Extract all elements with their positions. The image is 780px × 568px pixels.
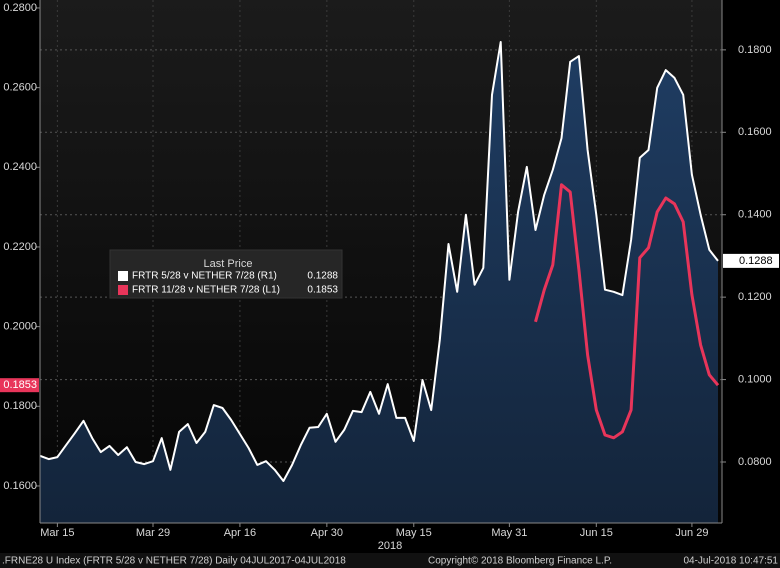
x-tick-label: May 15 (396, 527, 432, 539)
y2-tick-label: 0.1600 (738, 126, 772, 138)
last-value-label: 0.1853 (3, 379, 37, 391)
legend-label: FRTR 11/28 v NETHER 7/28 (L1) (132, 285, 280, 296)
x-axis-label: 2018 (378, 540, 402, 552)
y2-tick-label: 0.0800 (738, 456, 772, 468)
legend-value: 0.1288 (307, 271, 338, 282)
legend-swatch (118, 271, 128, 281)
x-tick-label: Jun 15 (580, 527, 613, 539)
x-tick-label: Mar 15 (40, 527, 74, 539)
y2-tick-label: 0.1800 (738, 44, 772, 56)
x-tick-label: Mar 29 (136, 527, 170, 539)
x-tick-label: Apr 16 (224, 527, 256, 539)
last-value-label: 0.1288 (739, 255, 773, 267)
y-tick-label: 0.1800 (3, 400, 37, 412)
y2-tick-label: 0.1400 (738, 209, 772, 221)
last-value-box (723, 253, 779, 268)
y2-tick-label: 0.1000 (738, 373, 772, 385)
y-tick-label: 0.2800 (3, 2, 37, 14)
line (534, 183, 720, 440)
area (40, 42, 718, 523)
y-tick-label: 0.1600 (3, 480, 37, 492)
x-tick-label: Jun 29 (675, 527, 708, 539)
y-tick-label: 0.2400 (3, 161, 37, 173)
legend-label: FRTR 5/28 v NETHER 7/28 (R1) (132, 271, 277, 282)
legend-title: Last Price (204, 258, 253, 270)
legend-swatch (118, 285, 128, 295)
footer-left: .FRNE28 U Index (FRTR 5/28 v NETHER 7/28… (2, 556, 346, 567)
footer-center: Copyright© 2018 Bloomberg Finance L.P. (428, 556, 612, 567)
x-tick-label: May 31 (491, 527, 527, 539)
legend-value: 0.1853 (307, 285, 338, 296)
y-tick-label: 0.2200 (3, 241, 37, 253)
x-tick-label: Apr 30 (311, 527, 343, 539)
footer-bar (0, 553, 780, 568)
legend-box (109, 249, 343, 299)
y-tick-label: 0.2600 (3, 82, 37, 94)
y2-tick-label: 0.1200 (738, 291, 772, 303)
last-value-box (0, 378, 39, 393)
line (39, 41, 719, 482)
footer-right: 04-Jul-2018 10:47:51 (683, 556, 778, 567)
y-tick-label: 0.2000 (3, 321, 37, 333)
legend: Last Price FRTR 5/28 v NETHER 7/28 (R1) 0… (109, 249, 343, 299)
